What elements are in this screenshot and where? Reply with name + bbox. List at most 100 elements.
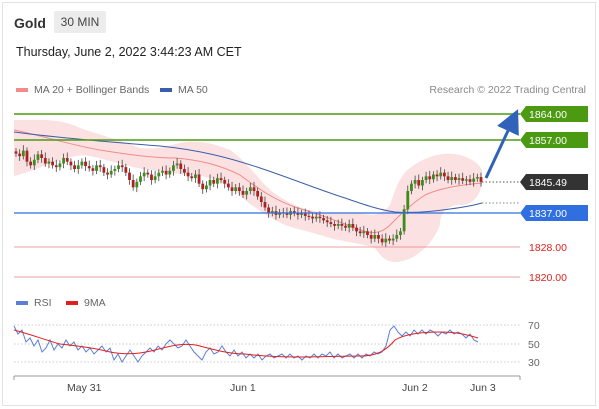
candle-body [117,165,120,169]
research-credit: Research © 2022 Trading Central [429,84,586,96]
candle-body [351,224,355,228]
rsi-ma9-line [13,329,479,358]
candle-body [212,180,216,184]
candle-body [424,176,428,180]
legend-ma50-label: MA 50 [178,84,208,96]
candle-body [43,158,47,164]
candle-body [384,238,388,243]
price-tag-1857: 1857.00 [520,132,588,148]
candle-body [461,178,465,181]
candle-body [73,165,76,169]
candle-body [157,172,161,177]
candle-body [153,176,157,180]
candle-body [333,224,336,226]
candle-body [453,177,457,180]
candle-body [325,220,329,223]
candle-body [366,231,369,235]
candle-body [391,238,395,241]
candle-body [259,196,263,202]
candle-body [450,177,454,180]
chart-timestamp: Thursday, June 2, 2022 3:44:23 AM CET [16,45,242,59]
candle-body [179,163,183,169]
candle-body [241,191,245,195]
candle-body [76,165,80,169]
price-tag-current: 1845.49 [520,174,588,190]
candle-body [106,172,109,175]
candle-body [80,161,84,166]
candle-body [175,163,179,166]
candle-body [164,170,168,175]
candle-body [142,172,146,177]
candle-body [311,216,314,219]
candle-body [204,185,208,190]
svg-text:1857.00: 1857.00 [529,135,567,147]
candle-body [406,191,410,210]
candle-body [51,161,55,166]
candle-body [201,183,205,190]
candle-body [318,216,322,219]
candle-body [373,235,377,239]
candle-body [18,153,22,157]
candle-body [252,187,256,191]
candle-body [113,169,117,171]
candle-body [307,215,311,217]
rsi-label-70: 70 [528,320,540,332]
rsi-line [13,325,479,363]
candle-body [161,170,164,173]
candle-body [340,224,344,226]
candle-body [468,179,472,182]
candle-body [358,231,362,234]
svg-text:1864.00: 1864.00 [529,109,567,121]
support-label-1820: 1820.00 [529,272,567,284]
candle-body [124,167,128,173]
candle-body [248,187,252,191]
candle-body [234,187,238,191]
candle-body [14,151,18,154]
bollinger-band-area [14,119,482,262]
candle-body [479,177,483,182]
candle-body [25,150,29,162]
candle-body [435,174,439,177]
ma50-swatch-icon [160,88,172,92]
candle-body [131,180,135,188]
candle-body [395,235,399,239]
svg-text:1837.00: 1837.00 [529,208,567,220]
candle-body [102,167,106,173]
rsi-swatch-icon [16,301,28,305]
candle-body [197,174,201,184]
instrument-title: Gold [14,15,46,31]
candle-body [347,224,351,228]
x-label-jun2: Jun 2 [402,382,428,394]
candle-body [292,211,296,213]
candle-body [314,216,318,219]
legend-rsi-label: RSI [34,297,52,309]
ma20-line [13,129,483,233]
candle-body [109,170,113,175]
candle-body [87,166,91,169]
candle-body [263,202,267,208]
candle-body [464,179,468,181]
candle-body [226,183,230,188]
candle-body [428,176,432,180]
x-label-jun3: Jun 3 [470,382,496,394]
candle-body [472,178,476,182]
candle-body [300,213,303,215]
candle-body [91,168,95,171]
timeframe-button[interactable]: 30 MIN [54,11,106,33]
candle-body [402,209,406,232]
support-label-1828: 1828.00 [529,242,567,254]
candle-body [377,235,380,239]
candle-body [40,154,44,158]
candle-body [219,178,223,180]
candle-body [47,161,51,164]
candle-body [58,163,62,168]
candle-body [146,172,150,175]
candle-body [95,165,98,171]
legend-9ma-label: 9MA [84,297,106,309]
legend-ma20: MA 20 + Bollinger Bands [16,84,149,96]
candle-body [417,180,421,186]
candle-body [457,178,461,180]
candle-body [69,161,73,166]
candle-body [54,165,58,168]
